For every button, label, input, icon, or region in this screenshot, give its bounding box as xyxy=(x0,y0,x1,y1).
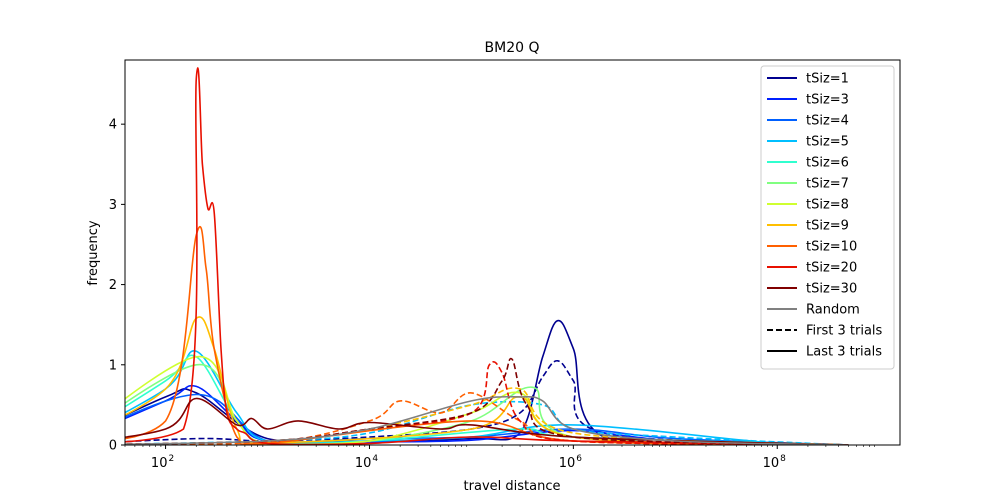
legend-label: tSiz=4 xyxy=(806,114,849,129)
x-axis-label: travel distance xyxy=(464,479,561,494)
legend-label: Last 3 trials xyxy=(806,345,882,360)
legend-label: tSiz=5 xyxy=(806,135,849,150)
legend-label: tSiz=7 xyxy=(806,177,849,192)
legend-label: tSiz=30 xyxy=(806,282,857,297)
legend-label: First 3 trials xyxy=(806,324,883,339)
legend-label: tSiz=3 xyxy=(806,93,849,108)
legend-label: tSiz=6 xyxy=(806,156,849,171)
y-tick-label: 2 xyxy=(109,278,117,293)
legend-label: tSiz=9 xyxy=(806,219,849,234)
series-line-4 xyxy=(125,393,849,445)
legend-label: Random xyxy=(806,303,860,318)
series-layer xyxy=(125,67,849,445)
legend-label: tSiz=10 xyxy=(806,240,857,255)
y-tick-label: 1 xyxy=(109,358,117,373)
legend-label: tSiz=20 xyxy=(806,261,857,276)
series-line-2 xyxy=(125,359,849,445)
y-axis: 0 1 2 3 4 xyxy=(109,118,125,454)
legend-label: tSiz=8 xyxy=(806,198,849,213)
legend: tSiz=1 tSiz=3 tSiz=4 tSiz=5 tSiz=6 tSiz=7 tSiz… xyxy=(760,65,895,370)
y-axis-label: frequency xyxy=(86,220,101,286)
series-line-16 xyxy=(125,397,849,445)
series-line-18 xyxy=(125,395,849,445)
series-line-14 xyxy=(125,67,849,445)
chart-title: BM20 Q xyxy=(485,40,540,56)
y-tick-label: 4 xyxy=(109,118,117,133)
legend-label: tSiz=1 xyxy=(806,72,849,87)
y-tick-label: 3 xyxy=(109,198,117,213)
y-tick-label: 0 xyxy=(109,439,117,454)
plot-frame xyxy=(124,59,901,446)
